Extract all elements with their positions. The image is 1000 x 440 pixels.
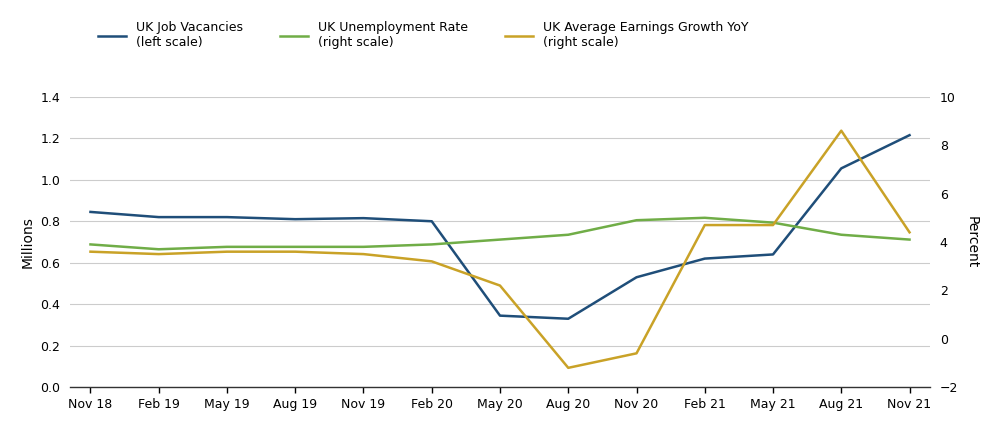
UK Job Vacancies
(left scale) xyxy=(494,313,506,318)
UK Job Vacancies
(left scale) xyxy=(767,252,779,257)
Line: UK Job Vacancies
(left scale): UK Job Vacancies (left scale) xyxy=(90,135,910,319)
UK Average Earnings Growth YoY
(right scale) xyxy=(699,222,711,227)
UK Average Earnings Growth YoY
(right scale) xyxy=(631,351,643,356)
Legend: UK Job Vacancies
(left scale), UK Unemployment Rate
(right scale), UK Average Ea: UK Job Vacancies (left scale), UK Unempl… xyxy=(93,16,753,54)
UK Average Earnings Growth YoY
(right scale) xyxy=(904,230,916,235)
UK Unemployment Rate
(right scale) xyxy=(904,237,916,242)
UK Job Vacancies
(left scale) xyxy=(835,166,847,171)
UK Average Earnings Growth YoY
(right scale) xyxy=(494,283,506,288)
UK Job Vacancies
(left scale) xyxy=(904,132,916,138)
UK Average Earnings Growth YoY
(right scale) xyxy=(426,259,438,264)
UK Unemployment Rate
(right scale) xyxy=(835,232,847,238)
UK Job Vacancies
(left scale) xyxy=(631,275,643,280)
UK Unemployment Rate
(right scale) xyxy=(153,246,165,252)
UK Average Earnings Growth YoY
(right scale) xyxy=(357,251,369,257)
UK Average Earnings Growth YoY
(right scale) xyxy=(767,222,779,227)
Line: UK Average Earnings Growth YoY
(right scale): UK Average Earnings Growth YoY (right sc… xyxy=(90,131,910,368)
UK Unemployment Rate
(right scale) xyxy=(357,244,369,249)
UK Unemployment Rate
(right scale) xyxy=(767,220,779,225)
UK Unemployment Rate
(right scale) xyxy=(699,215,711,220)
UK Average Earnings Growth YoY
(right scale) xyxy=(153,251,165,257)
UK Unemployment Rate
(right scale) xyxy=(84,242,96,247)
UK Average Earnings Growth YoY
(right scale) xyxy=(221,249,233,254)
UK Job Vacancies
(left scale) xyxy=(699,256,711,261)
UK Unemployment Rate
(right scale) xyxy=(494,237,506,242)
UK Unemployment Rate
(right scale) xyxy=(562,232,574,238)
UK Average Earnings Growth YoY
(right scale) xyxy=(562,365,574,370)
UK Average Earnings Growth YoY
(right scale) xyxy=(289,249,301,254)
UK Unemployment Rate
(right scale) xyxy=(631,217,643,223)
UK Job Vacancies
(left scale) xyxy=(84,209,96,215)
UK Job Vacancies
(left scale) xyxy=(562,316,574,321)
UK Average Earnings Growth YoY
(right scale) xyxy=(835,128,847,133)
Y-axis label: Percent: Percent xyxy=(965,216,979,268)
UK Job Vacancies
(left scale) xyxy=(289,216,301,222)
UK Average Earnings Growth YoY
(right scale) xyxy=(84,249,96,254)
UK Unemployment Rate
(right scale) xyxy=(426,242,438,247)
UK Unemployment Rate
(right scale) xyxy=(289,244,301,249)
UK Job Vacancies
(left scale) xyxy=(426,219,438,224)
UK Job Vacancies
(left scale) xyxy=(357,216,369,221)
UK Unemployment Rate
(right scale) xyxy=(221,244,233,249)
UK Job Vacancies
(left scale) xyxy=(221,214,233,220)
UK Job Vacancies
(left scale) xyxy=(153,214,165,220)
Line: UK Unemployment Rate
(right scale): UK Unemployment Rate (right scale) xyxy=(90,218,910,249)
Y-axis label: Millions: Millions xyxy=(21,216,35,268)
